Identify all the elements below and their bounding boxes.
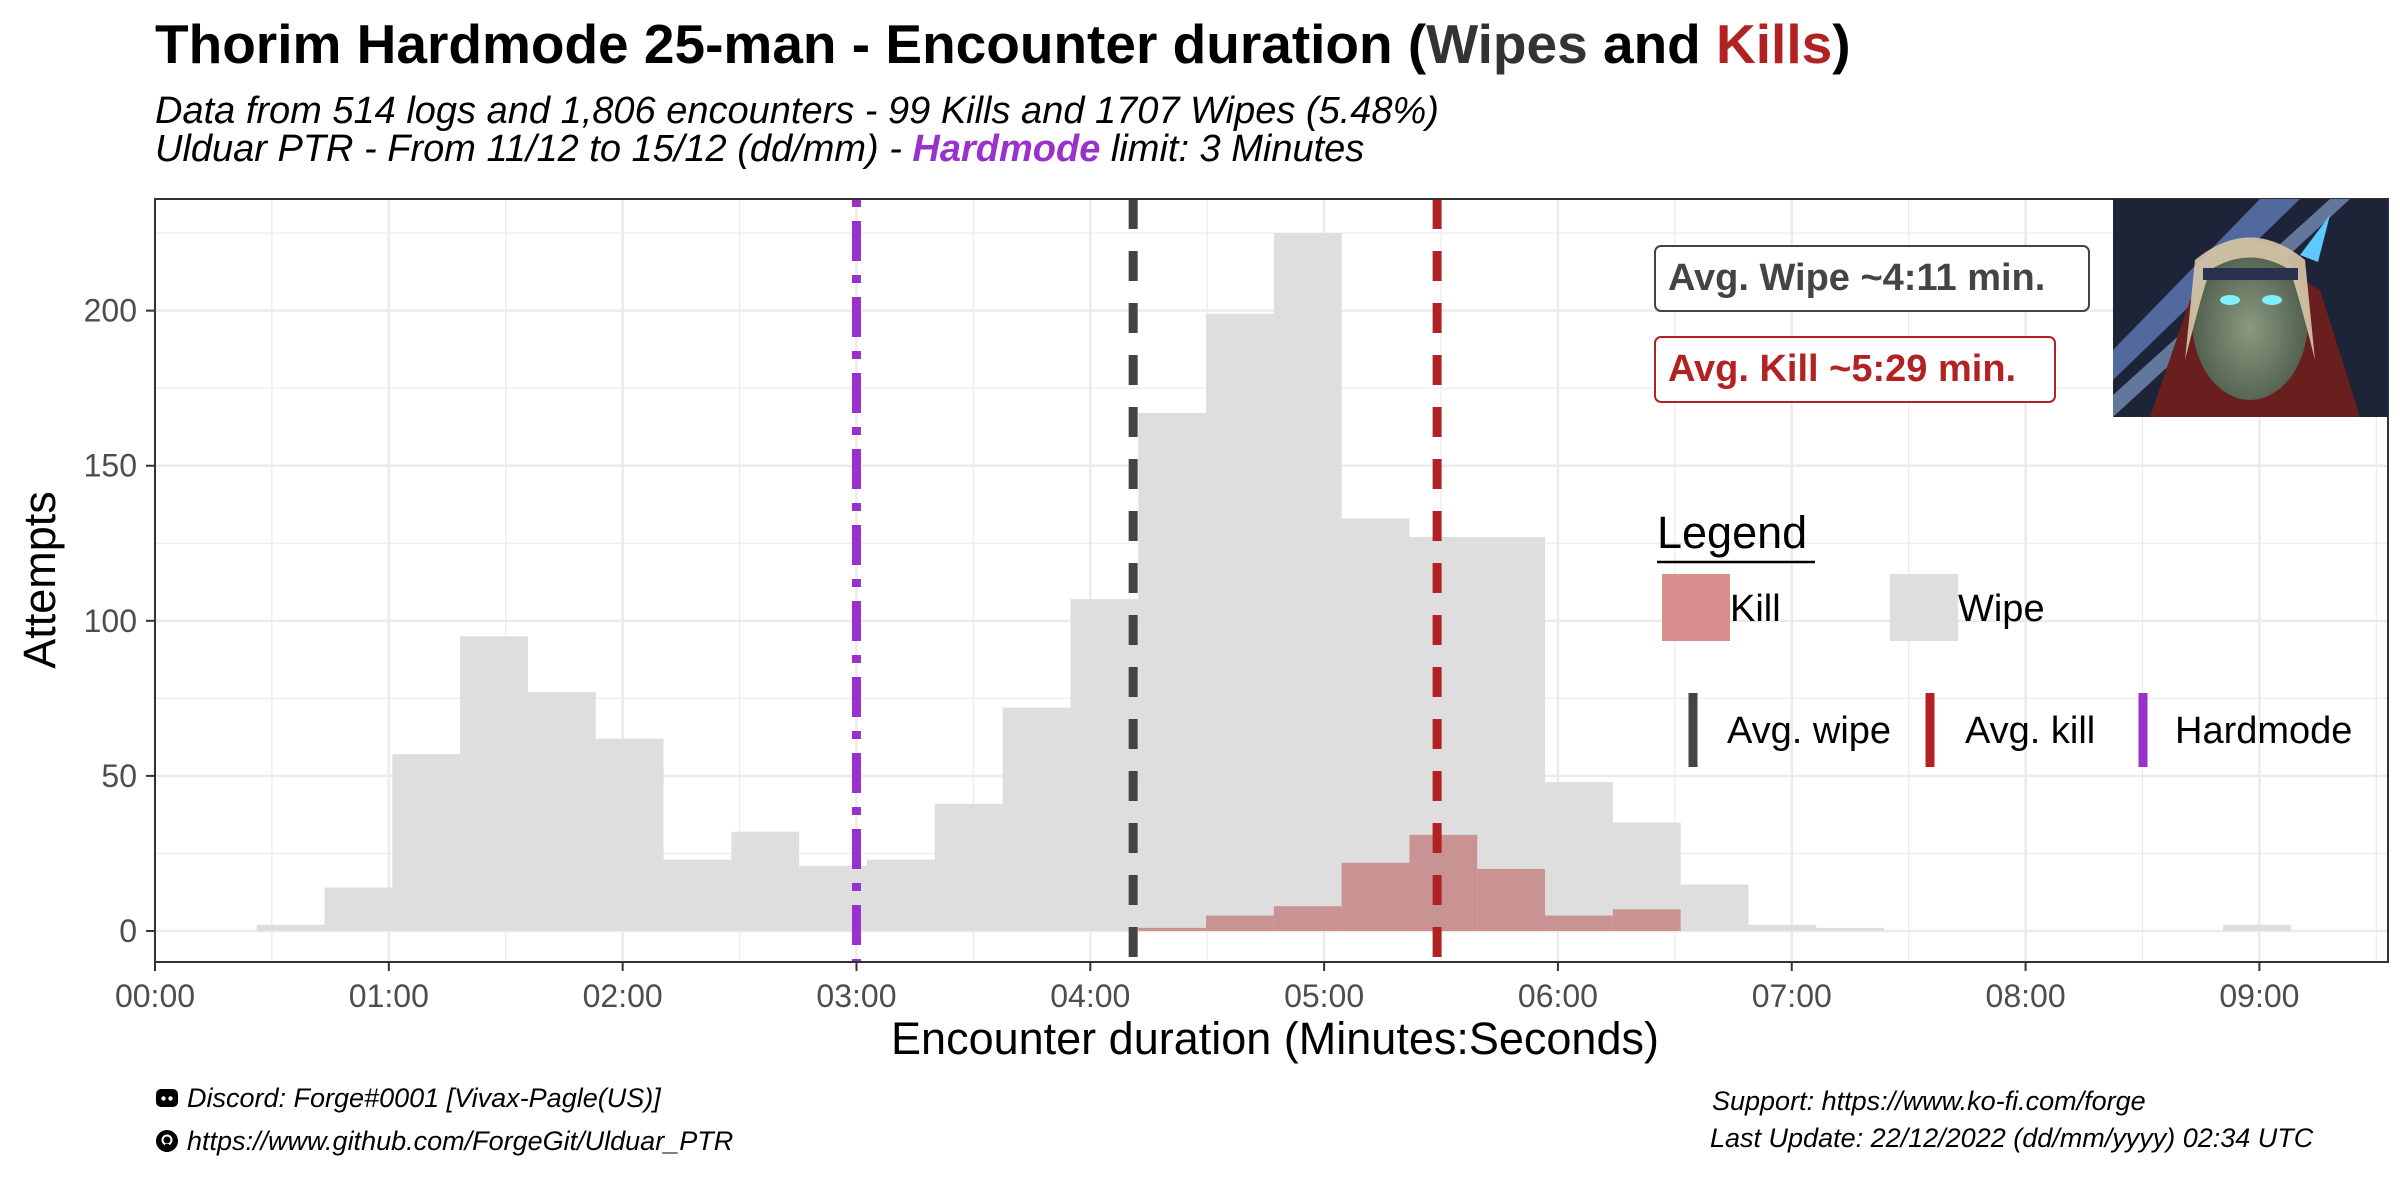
wipe-bar [324, 887, 393, 931]
title-kills-word: Kills [1716, 13, 1833, 75]
axis-ticks: 00:00 01:00 02:00 03:00 04:00 05:00 06:00 07:00… [84, 293, 2300, 1014]
y-tick-label: 150 [84, 448, 137, 484]
subtitle-line2-prefix: Ulduar PTR - From 11/12 to 15/12 (dd/mm)… [155, 128, 913, 170]
title-prefix: Thorim Hardmode 25-man - Encounter durat… [155, 13, 1427, 75]
kill-bar [1206, 915, 1274, 931]
avg-kill-annotation-box [1654, 336, 2056, 403]
wipe-bar [1680, 884, 1749, 931]
y-tick-label: 200 [84, 293, 137, 329]
legend-wipe-swatch [1890, 574, 1958, 641]
histogram-bars [256, 233, 2291, 931]
wipe-bar [1816, 927, 1885, 931]
kill-bar [1341, 862, 1410, 931]
footer-last-update: Last Update: 22/12/2022 (dd/mm/yyyy) 02:… [1710, 1123, 2314, 1153]
legend-title: Legend [1657, 507, 1807, 558]
wipe-bar [934, 803, 1003, 931]
wipe-bar [1273, 233, 1342, 931]
title-wipes-word: Wipes [1426, 13, 1588, 75]
github-text: https://www.github.com/ForgeGit/Ulduar_P… [187, 1126, 734, 1156]
title-suffix: ) [1832, 13, 1851, 75]
kill-bar [1545, 915, 1613, 931]
y-tick-label: 0 [119, 913, 137, 949]
subtitle-line1: Data from 514 logs and 1,806 encounters … [155, 90, 1439, 132]
footer-discord[interactable]: Discord: Forge#0001 [Vivax-Pagle(US)] [155, 1083, 661, 1114]
x-tick-label: 00:00 [115, 978, 195, 1014]
title-and-word: and [1587, 13, 1717, 75]
subtitle-hardmode: Hardmode [912, 128, 1101, 170]
wipe-bar [866, 859, 935, 931]
x-tick-label: 04:00 [1050, 978, 1130, 1014]
legend-avg-kill-label: Avg. kill [1965, 710, 2095, 752]
x-tick-label: 08:00 [1986, 978, 2066, 1014]
avg-kill-annotation: Avg. Kill ~5:29 min. [1668, 348, 2016, 390]
legend-hardmode-label: Hardmode [2175, 710, 2352, 752]
wipe-bar [1070, 599, 1139, 931]
wipe-bar [460, 636, 528, 931]
wipe-bar [1545, 782, 1613, 931]
legend-kill-label: Kill [1730, 588, 1781, 630]
legend-avg-wipe-label: Avg. wipe [1727, 710, 1891, 752]
wipe-bar [527, 692, 596, 931]
wipe-bar [731, 831, 800, 931]
plot-border [154, 198, 2389, 963]
wipe-bar [1002, 707, 1071, 931]
chart-title: Thorim Hardmode 25-man - Encounter durat… [155, 12, 1851, 76]
wipe-bar [256, 924, 325, 931]
wipe-bar [1748, 924, 1817, 931]
avg-wipe-annotation: Avg. Wipe ~4:11 min. [1668, 257, 2045, 299]
y-axis-label: Attempts [14, 491, 65, 669]
kill-bar [1612, 909, 1681, 931]
reference-lines [851, 199, 1442, 962]
x-tick-label: 03:00 [816, 978, 896, 1014]
footer-github[interactable]: https://www.github.com/ForgeGit/Ulduar_P… [155, 1126, 733, 1157]
wipe-bar [1138, 413, 1207, 931]
subtitle-line2-suffix: limit: 3 Minutes [1100, 128, 1365, 170]
y-tick-label: 100 [84, 603, 137, 639]
discord-text: Discord: Forge#0001 [Vivax-Pagle(US)] [187, 1083, 661, 1113]
x-axis-label: Encounter duration (Minutes:Seconds) [891, 1013, 1659, 1064]
kill-bar [1477, 868, 1546, 931]
x-tick-label: 05:00 [1284, 978, 1364, 1014]
wipe-bar [1477, 537, 1546, 931]
wipe-bar [1341, 518, 1410, 931]
kill-bar [1409, 834, 1478, 931]
legend-wipe-label: Wipe [1958, 588, 2045, 630]
wipe-bar [1206, 313, 1274, 931]
wipe-bar [595, 738, 664, 931]
x-tick-label: 06:00 [1518, 978, 1598, 1014]
kill-bar [1273, 906, 1342, 931]
avg-wipe-annotation-box [1654, 245, 2090, 312]
boss-portrait [2113, 199, 2388, 417]
discord-icon [156, 1089, 178, 1107]
subtitle-line2: Ulduar PTR - From 11/12 to 15/12 (dd/mm)… [155, 128, 1364, 171]
x-tick-label: 01:00 [349, 978, 429, 1014]
github-icon [156, 1130, 178, 1152]
wipe-bar [663, 859, 732, 931]
legend-kill-swatch [1662, 574, 1730, 641]
x-tick-label: 02:00 [583, 978, 663, 1014]
x-tick-label: 09:00 [2219, 978, 2299, 1014]
x-tick-label: 07:00 [1752, 978, 1832, 1014]
wipe-bar [2223, 924, 2291, 931]
footer-support[interactable]: Support: https://www.ko-fi.com/forge [1712, 1086, 2146, 1116]
wipe-bar [392, 754, 461, 931]
y-tick-label: 50 [101, 758, 137, 794]
kill-bar [1138, 927, 1207, 931]
